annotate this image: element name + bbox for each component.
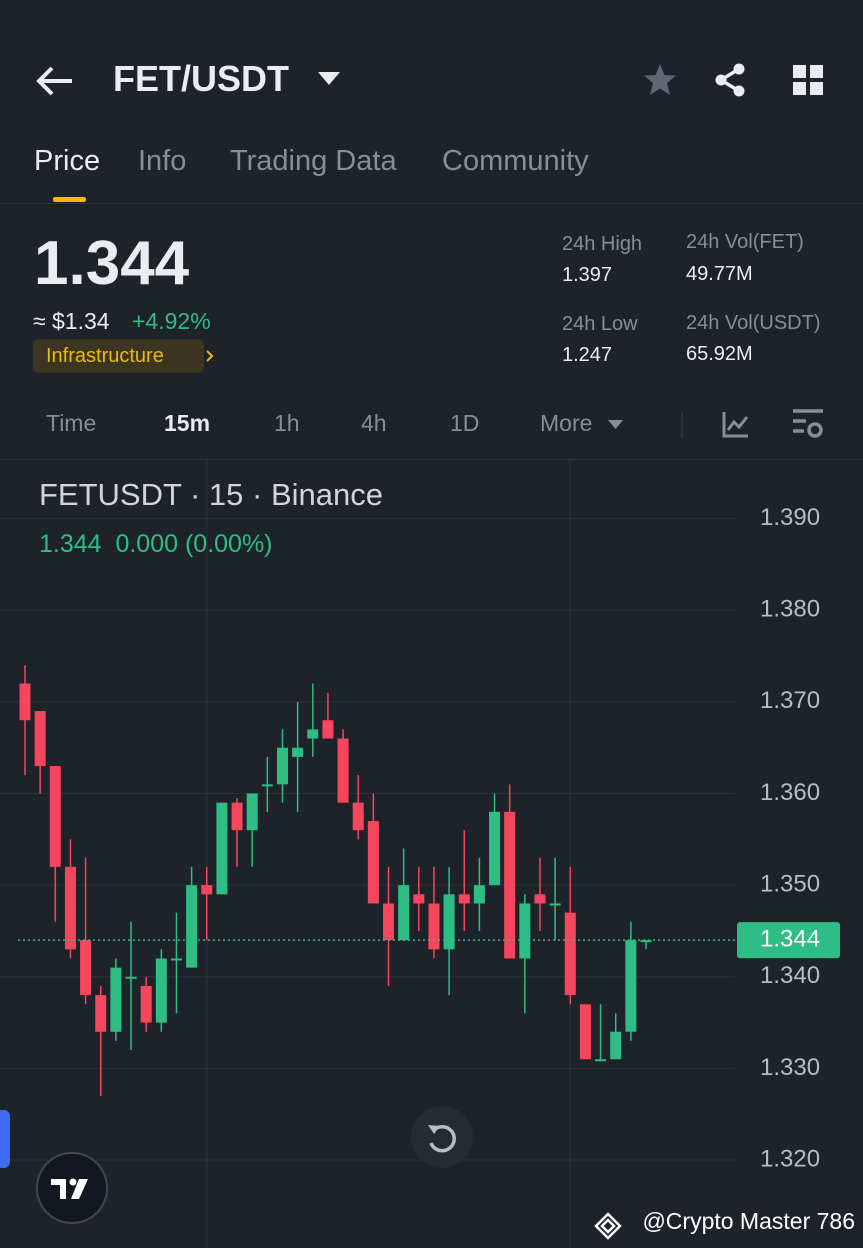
last-price-box — [737, 922, 840, 959]
stat-label: 24h High — [562, 233, 643, 255]
candle-body — [352, 802, 364, 831]
last-price: 1.344 — [34, 229, 190, 298]
candle-body — [337, 738, 349, 803]
candle-body — [413, 894, 425, 904]
candle-body — [110, 967, 122, 1032]
y-tick-label: 1.390 — [760, 504, 820, 531]
y-tick-label: 1.340 — [760, 962, 820, 989]
candle-body — [383, 903, 395, 941]
stat-label: 24h Vol(USDT) — [686, 312, 821, 334]
tag-chevron — [206, 350, 214, 362]
back-button[interactable] — [36, 66, 74, 96]
candle-body — [549, 903, 561, 906]
chart-subtitle: 1.344 0.000 (0.00%) — [39, 530, 273, 558]
y-tick-label: 1.380 — [760, 596, 820, 623]
tab[interactable]: Community — [442, 145, 589, 177]
y-tick-label: 1.320 — [760, 1145, 820, 1172]
interval[interactable]: Time — [46, 410, 97, 436]
interval[interactable]: 4h — [361, 410, 387, 436]
candle-body — [292, 747, 304, 757]
y-tick-label: 1.330 — [760, 1054, 820, 1081]
pair-title[interactable]: FET/USDT — [113, 58, 289, 99]
y-tick-label: 1.370 — [760, 687, 820, 714]
candle-body — [610, 1031, 622, 1060]
stat-value: 49.77M — [686, 263, 753, 285]
candle-body — [80, 940, 92, 996]
settings-icon[interactable] — [792, 408, 824, 440]
candle-body — [64, 866, 76, 950]
candle-body — [367, 821, 379, 904]
candle-body — [216, 802, 228, 895]
stat-label: 24h Vol(FET) — [686, 231, 804, 253]
tab[interactable]: Price — [34, 145, 101, 177]
candle-body — [534, 894, 546, 904]
side-handle[interactable] — [0, 1110, 10, 1168]
last-price-label: 1.344 — [760, 925, 820, 952]
candle-body — [595, 1059, 607, 1062]
y-tick-label: 1.360 — [760, 779, 820, 806]
candle-body — [489, 811, 501, 886]
candle-body — [564, 912, 576, 996]
indicator-icon[interactable] — [722, 410, 750, 438]
candle-body — [155, 958, 167, 1023]
y-tick-label: 1.350 — [760, 870, 820, 897]
favorite-icon[interactable] — [642, 62, 678, 98]
category-tag[interactable]: Infrastructure — [33, 339, 204, 373]
candle-body — [443, 894, 455, 950]
grid-icon[interactable] — [792, 64, 824, 96]
candle-body — [49, 766, 61, 867]
interval[interactable]: 15m — [164, 410, 211, 436]
interval[interactable]: 1h — [274, 410, 300, 436]
stat-label: 24h Low — [562, 313, 638, 335]
candle-body — [458, 894, 470, 904]
tab[interactable]: Trading Data — [230, 145, 397, 177]
candle-body — [625, 940, 637, 1032]
interval[interactable]: More — [540, 410, 593, 436]
candle-body — [640, 940, 652, 943]
binance-icon — [594, 1212, 622, 1240]
usd-price: ≈ $1.34 — [33, 308, 110, 334]
stat-value: 1.247 — [562, 344, 613, 366]
more-caret — [608, 420, 623, 429]
candle-body — [231, 802, 243, 831]
stat-value: 65.92M — [686, 343, 753, 365]
chart-title: FETUSDT · 15 · Binance — [39, 477, 383, 512]
tab-indicator — [53, 197, 86, 202]
divider — [0, 203, 863, 204]
tradingview-logo[interactable] — [35, 1151, 109, 1225]
candle-body — [398, 885, 410, 941]
watermark: @Crypto Master 786 — [642, 1208, 855, 1234]
candle-body — [579, 1004, 591, 1060]
interval[interactable]: 1D — [450, 410, 480, 436]
separator — [681, 412, 683, 438]
candle-body — [125, 976, 137, 979]
candle-body — [307, 729, 319, 739]
stat-value: 1.397 — [562, 264, 613, 286]
chart: FETUSDT · 15 · Binance 1.344 0.000 (0.00… — [0, 460, 840, 1248]
candle-body — [19, 683, 31, 721]
candle-body — [261, 784, 273, 787]
pair-caret[interactable] — [318, 72, 340, 86]
reset-button[interactable] — [410, 1105, 474, 1169]
candle-body — [201, 885, 213, 895]
share-icon[interactable] — [712, 62, 748, 98]
candle-body — [246, 793, 258, 831]
candle-body — [276, 747, 288, 785]
price-change: +4.92% — [132, 308, 211, 334]
tab[interactable]: Info — [138, 145, 187, 177]
candle-body — [186, 885, 198, 968]
candle-body — [140, 985, 152, 1023]
candle-body — [519, 903, 531, 959]
candle-body — [34, 711, 46, 767]
divider — [0, 459, 863, 460]
candle-body — [504, 811, 516, 959]
candle-body — [95, 995, 107, 1032]
candle-body — [322, 720, 334, 739]
candle-body — [170, 958, 182, 961]
candle-body — [473, 885, 485, 904]
candle-body — [428, 903, 440, 950]
